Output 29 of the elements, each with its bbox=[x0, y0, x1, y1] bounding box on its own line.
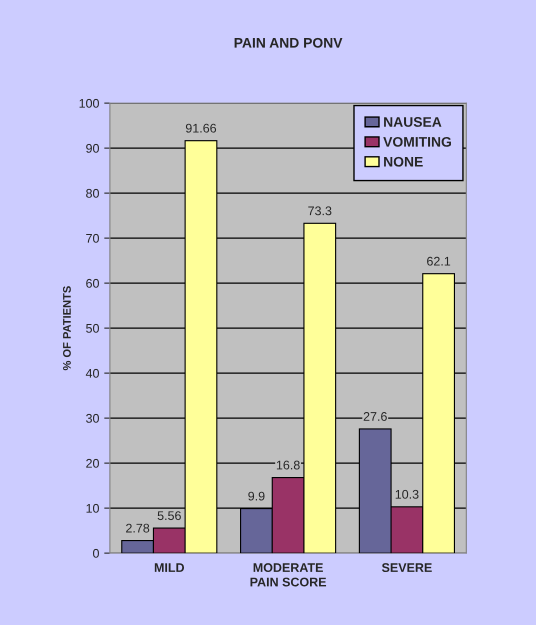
legend-label: NAUSEA bbox=[384, 117, 442, 127]
y-tick-label: 90 bbox=[86, 144, 99, 153]
x-tick-label: MILD bbox=[154, 563, 184, 572]
y-tick-label: 80 bbox=[86, 188, 99, 198]
data-label: 9.9 bbox=[248, 492, 265, 501]
x-tick-label: MODERATE bbox=[254, 563, 323, 572]
y-tick-label: 40 bbox=[86, 368, 99, 378]
chart-title: PAIN AND PONV bbox=[234, 38, 342, 48]
data-label: 62.1 bbox=[427, 256, 450, 266]
x-axis-title: PAIN SCORE bbox=[250, 578, 326, 586]
y-axis-title: % OF PATIENTS bbox=[62, 286, 71, 370]
data-label: 5.56 bbox=[158, 511, 181, 520]
y-tick-label: 50 bbox=[86, 324, 99, 333]
y-tick-label: 60 bbox=[86, 278, 99, 288]
data-label: 91.66 bbox=[186, 124, 216, 133]
data-label: 27.6 bbox=[364, 412, 387, 421]
data-label: 16.8 bbox=[276, 460, 300, 470]
y-tick-label: 0 bbox=[93, 548, 99, 558]
y-tick-label: 100 bbox=[80, 98, 99, 108]
y-tick-label: 10 bbox=[86, 504, 99, 513]
data-label: 73.3 bbox=[308, 206, 332, 216]
legend-label: NONE bbox=[384, 156, 423, 167]
x-tick-label: SEVERE bbox=[382, 563, 432, 572]
y-tick-label: 30 bbox=[86, 414, 99, 423]
y-tick-label: 70 bbox=[86, 234, 99, 243]
data-label: 10.3 bbox=[396, 490, 419, 499]
data-label: 2.78 bbox=[126, 524, 150, 533]
y-tick-label: 20 bbox=[86, 458, 99, 468]
legend-label: VOMITING bbox=[383, 136, 451, 147]
